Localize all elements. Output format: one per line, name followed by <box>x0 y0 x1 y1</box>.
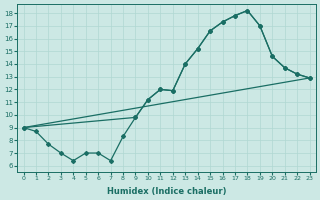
X-axis label: Humidex (Indice chaleur): Humidex (Indice chaleur) <box>107 187 226 196</box>
